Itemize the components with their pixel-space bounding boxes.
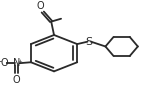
Text: O: O <box>37 1 44 11</box>
Text: N: N <box>13 58 20 68</box>
Text: -: - <box>0 57 2 66</box>
Text: O: O <box>0 58 8 68</box>
Text: +: + <box>17 59 22 64</box>
Text: S: S <box>86 37 93 47</box>
Text: O: O <box>13 75 21 85</box>
